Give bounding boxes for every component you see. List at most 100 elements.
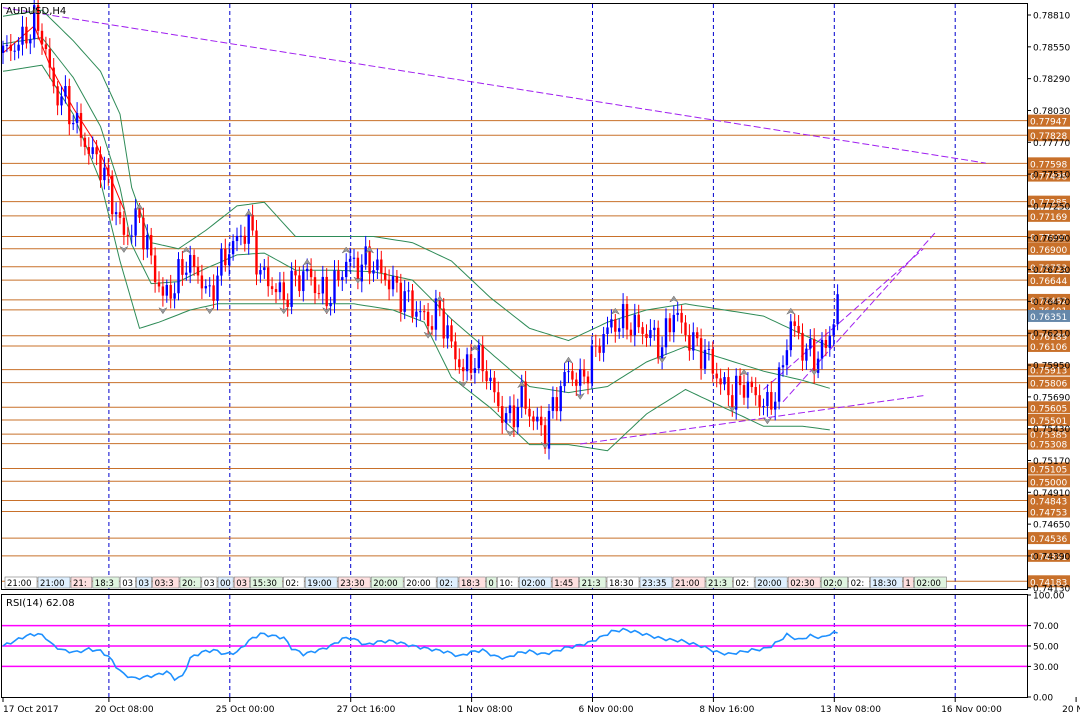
level-tag-label: 0.77169 <box>1030 213 1067 223</box>
candle-body <box>501 406 504 423</box>
candle-body <box>29 39 32 44</box>
price-tick-label: 0.74910 <box>1033 489 1070 499</box>
session-tag-label: 18:3 <box>461 579 480 589</box>
fractal-down-icon <box>353 276 363 284</box>
candle-body <box>33 5 36 40</box>
price-tick-label: 0.75690 <box>1033 393 1070 403</box>
session-tag <box>436 576 459 589</box>
candle-body <box>192 255 196 268</box>
candle-body <box>368 246 371 274</box>
session-tag-label: 18:3 <box>95 579 114 589</box>
session-tag <box>233 576 250 589</box>
fractal-down-icon <box>204 307 215 315</box>
candle-body <box>56 86 59 106</box>
candle-body <box>688 335 691 351</box>
level-tag <box>1027 494 1070 507</box>
fractal-down-icon <box>657 356 667 364</box>
session-tag-label: 02: <box>851 579 865 589</box>
fractal-up-icon <box>364 246 375 254</box>
candle-body <box>586 376 590 384</box>
session-tag-label: 02: <box>735 579 749 589</box>
candle-body <box>267 267 270 287</box>
candle-body <box>641 327 644 334</box>
candle-body <box>399 282 402 312</box>
fractal-down-icon <box>119 245 129 253</box>
fractal-up-icon <box>470 344 480 352</box>
candle-body <box>40 30 44 45</box>
candle-body <box>68 86 71 125</box>
session-tag-label: 00 <box>220 579 231 589</box>
session-tag-label: 21:00 <box>7 579 32 589</box>
candle-body <box>719 378 722 385</box>
level-tag <box>1027 242 1070 255</box>
fractal-up-icon <box>181 246 192 254</box>
candle-body <box>738 375 742 386</box>
candle-body <box>114 212 118 215</box>
level-tag-label: 0.75385 <box>1030 431 1067 441</box>
date-tick-label: 20 Nov 16:00 <box>1062 705 1080 715</box>
session-tag-label: 02:00 <box>521 579 546 589</box>
date-tick-label: 1 Nov 08:00 <box>458 705 513 715</box>
price-tick-label: 0.77770 <box>1033 139 1070 149</box>
price-tick-label: 0.77250 <box>1033 202 1070 212</box>
candle-body <box>454 341 457 360</box>
level-tag <box>1027 339 1070 352</box>
candle-body <box>633 314 636 336</box>
level-tag-label: 0.77947 <box>1030 118 1067 128</box>
session-tag <box>486 576 497 589</box>
candle-body <box>809 338 812 349</box>
candle-body <box>508 405 512 414</box>
candle-body <box>493 377 496 393</box>
candle-body <box>302 271 305 292</box>
fractal-down-icon <box>505 429 515 437</box>
main-panel-frame <box>1 3 1028 590</box>
level-tag-label: 0.75501 <box>1030 417 1067 427</box>
candle-body <box>91 147 94 154</box>
level-tag-label: 0.74753 <box>1030 509 1067 519</box>
fractal-up-icon <box>29 7 39 16</box>
candle-body <box>36 5 40 31</box>
level-tag <box>1027 293 1070 306</box>
trend-line <box>782 232 936 403</box>
session-tag <box>370 576 404 589</box>
candle-body <box>317 293 321 295</box>
candle-body <box>220 248 223 276</box>
candle-body <box>699 338 703 369</box>
candle-body <box>828 335 831 348</box>
fractal-down-icon <box>279 307 289 315</box>
candle-body <box>692 332 695 351</box>
candle-body <box>805 348 808 361</box>
price-tick-label: 0.74390 <box>1033 552 1070 562</box>
session-tag-label: 03 <box>236 579 247 589</box>
candle-body <box>618 328 621 332</box>
candle-body <box>103 167 106 181</box>
level-tag <box>1027 376 1070 389</box>
candle-body <box>21 26 24 45</box>
price-tick-label: 0.75170 <box>1033 457 1070 467</box>
candle-body <box>746 381 750 398</box>
candle-body <box>352 257 356 259</box>
session-tag-label: 20: <box>182 579 196 589</box>
fractal-marks <box>29 7 819 449</box>
candle-body <box>762 406 765 408</box>
candle-body <box>64 86 67 97</box>
level-tag <box>1027 532 1070 545</box>
candle-body <box>497 392 500 407</box>
session-tag <box>551 576 579 589</box>
session-tag-label: 21:00 <box>675 579 700 589</box>
candle-body <box>571 371 574 380</box>
candle-body <box>333 270 336 303</box>
candle-body <box>415 311 418 317</box>
candle-body <box>177 259 180 294</box>
level-tag-label: 0.76482 <box>1030 297 1067 307</box>
fractal-up-icon <box>134 203 145 211</box>
candle-body <box>173 293 176 299</box>
candle-body <box>469 354 473 373</box>
candle-body <box>657 327 660 359</box>
candle-body <box>423 311 426 313</box>
level-tag-label: 0.74843 <box>1030 498 1067 508</box>
candle-body <box>520 381 523 407</box>
candle-body <box>239 235 243 237</box>
candle-body <box>157 282 161 287</box>
